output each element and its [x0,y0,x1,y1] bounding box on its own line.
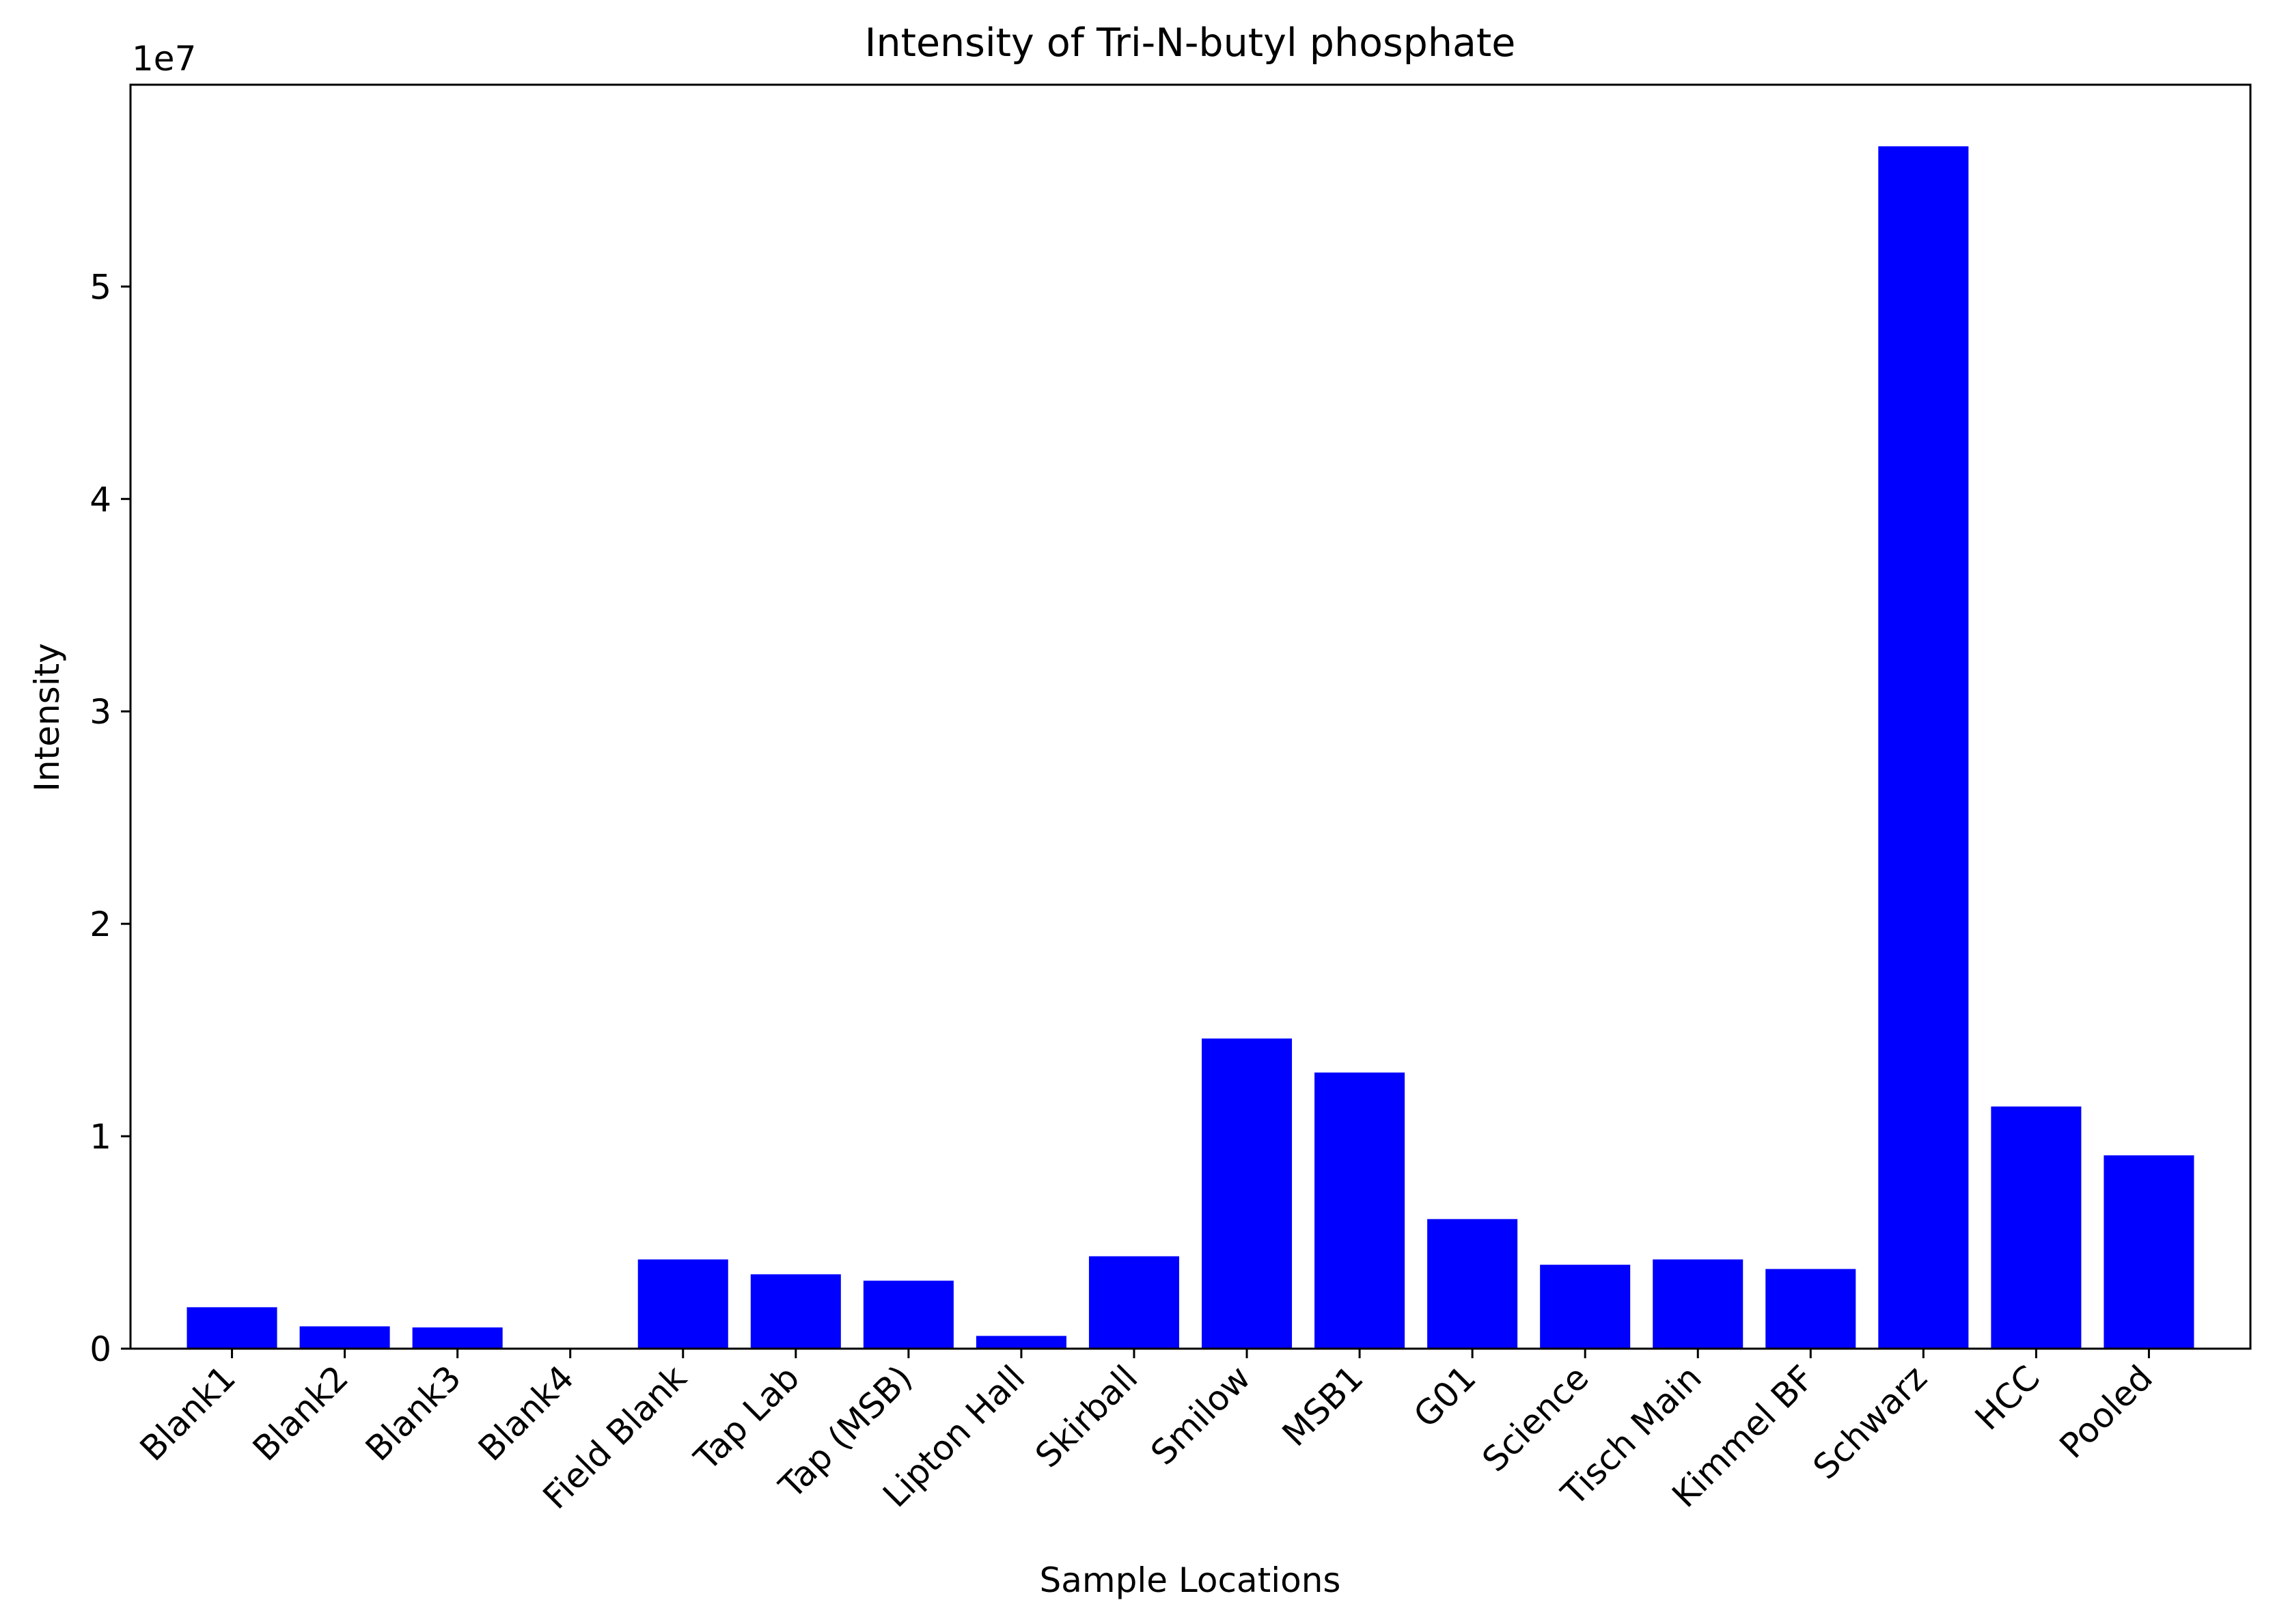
bar [1765,1269,1856,1349]
y-axis-offset-label: 1e7 [132,39,196,79]
bar [863,1280,954,1349]
y-tick-label: 2 [89,905,111,944]
y-tick-label: 0 [89,1330,111,1369]
bars-group [187,146,2194,1349]
bar [637,1259,728,1349]
bar [299,1326,390,1349]
y-ticks-group: 0 1 2 3 4 5 [89,267,130,1369]
bar [1202,1038,1293,1349]
bar [1991,1106,2082,1349]
y-tick-label: 4 [89,480,111,519]
bar [1540,1265,1631,1349]
bar [1653,1259,1743,1349]
y-tick-label: 1 [89,1117,111,1157]
y-tick-label: 3 [89,692,111,732]
bar [187,1307,277,1349]
bar [1878,146,1969,1349]
x-axis-label: Sample Locations [1040,1560,1341,1600]
y-axis-label: Intensity [27,643,67,792]
bar [1088,1256,1179,1349]
chart-title: Intensity of Tri-N-butyl phosphate [865,20,1516,66]
bar [976,1336,1066,1349]
bar [412,1327,503,1349]
plot-frame [129,83,2252,1350]
bar [1314,1072,1405,1349]
bar [2104,1155,2194,1349]
bar [750,1274,841,1349]
y-tick-label: 5 [89,267,111,307]
bar [1427,1219,1518,1349]
